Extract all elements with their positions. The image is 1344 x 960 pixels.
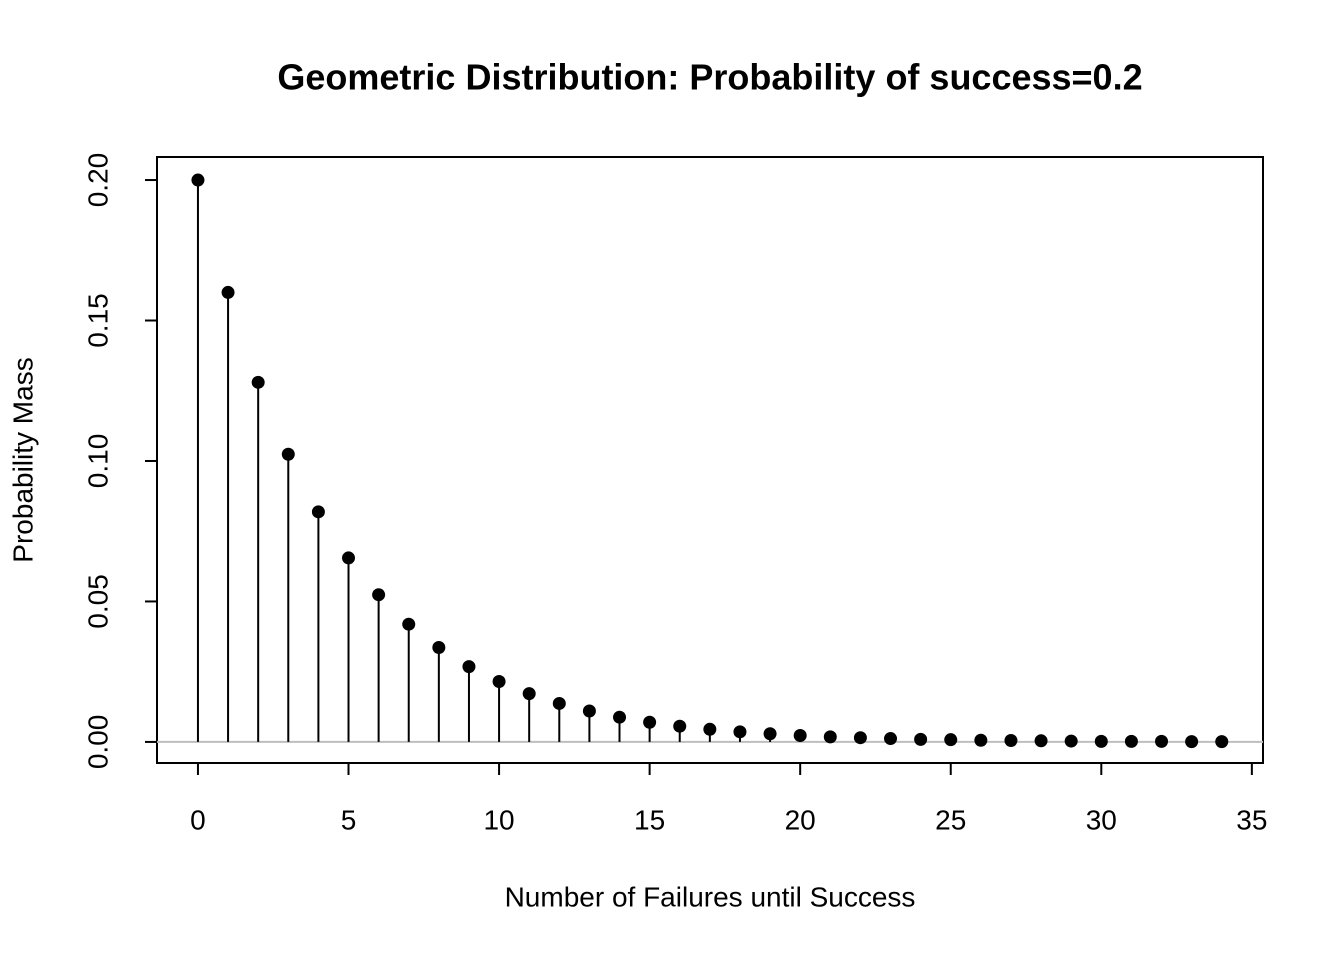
point <box>1185 735 1199 749</box>
point <box>522 687 536 701</box>
point <box>1094 734 1108 748</box>
x-tick-label: 5 <box>341 804 357 835</box>
point <box>251 375 265 389</box>
point <box>733 725 747 739</box>
point <box>372 588 386 602</box>
point <box>492 675 506 689</box>
point <box>311 505 325 519</box>
point <box>1004 734 1018 748</box>
point <box>582 704 596 718</box>
point <box>974 733 988 747</box>
point <box>613 710 627 724</box>
x-tick-label: 0 <box>190 804 206 835</box>
point <box>914 732 928 746</box>
point <box>402 617 416 631</box>
point <box>643 715 657 729</box>
y-tick-label: 0.05 <box>82 574 113 629</box>
point <box>281 447 295 461</box>
point <box>1155 734 1169 748</box>
x-tick-label: 30 <box>1086 804 1117 835</box>
x-tick-label: 15 <box>634 804 665 835</box>
point <box>703 722 717 736</box>
x-axis-label: Number of Failures until Success <box>505 881 916 912</box>
point <box>1034 734 1048 748</box>
point <box>1215 735 1229 749</box>
x-tick-label: 35 <box>1236 804 1267 835</box>
point <box>221 285 235 299</box>
point <box>823 730 837 744</box>
x-tick-label: 25 <box>935 804 966 835</box>
point <box>793 728 807 742</box>
point <box>944 733 958 747</box>
point <box>432 641 446 655</box>
point <box>853 731 867 745</box>
x-tick-label: 20 <box>785 804 816 835</box>
point <box>191 173 205 187</box>
x-tick-label: 10 <box>483 804 514 835</box>
y-axis-label: Probability Mass <box>7 357 38 562</box>
y-tick-label: 0.00 <box>82 715 113 770</box>
y-tick-label: 0.20 <box>82 153 113 208</box>
point <box>552 696 566 710</box>
y-tick-label: 0.10 <box>82 434 113 489</box>
point <box>763 727 777 741</box>
point <box>342 551 356 565</box>
plot-frame <box>156 156 1264 764</box>
chart-title: Geometric Distribution: Probability of s… <box>277 57 1142 98</box>
point <box>673 719 687 733</box>
y-tick-label: 0.15 <box>82 293 113 348</box>
point <box>462 660 476 674</box>
point <box>1124 734 1138 748</box>
point <box>1064 734 1078 748</box>
point <box>884 732 898 746</box>
